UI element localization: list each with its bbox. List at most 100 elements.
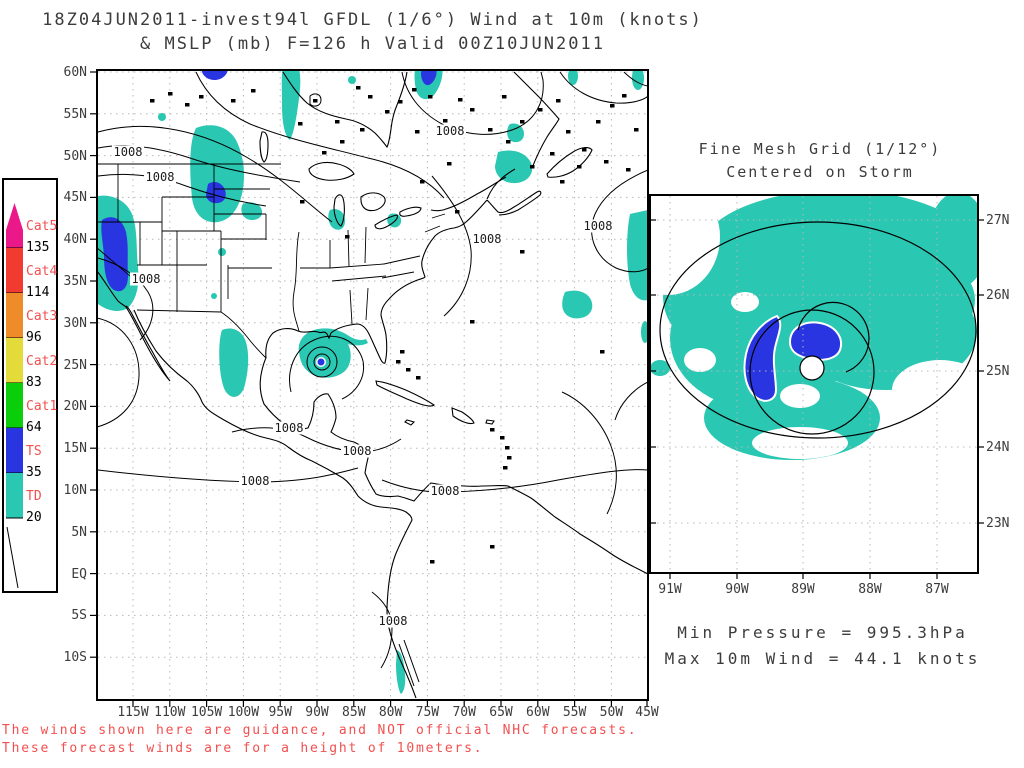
lon-label-50W: 50W — [599, 705, 624, 720]
lon-label-80W: 80W — [378, 705, 403, 720]
isobar-value: 1008 — [473, 232, 502, 246]
map-speckle — [506, 140, 511, 144]
inset-lat-label-24N: 24N — [986, 440, 1010, 455]
map-speckle — [231, 99, 236, 103]
inset-gridlines — [651, 196, 977, 572]
map-speckle — [313, 99, 318, 103]
map-speckle — [550, 152, 555, 156]
lat-label-EQ: EQ — [71, 566, 87, 582]
lake-speckles — [150, 86, 639, 564]
min-pressure-text: Min Pressure = 995.3hPa — [677, 623, 968, 642]
map-speckle — [634, 128, 639, 132]
legend-threshold-114: 114 — [26, 285, 50, 300]
main-map-frame — [96, 69, 649, 701]
lon-label-45W: 45W — [635, 705, 659, 720]
disclaimer-line2: These forecast winds are for a height of… — [2, 741, 484, 756]
map-speckle — [443, 119, 448, 123]
lat-label-55N: 55N — [63, 106, 87, 122]
map-speckle — [458, 98, 463, 102]
inset-lat-label-25N: 25N — [986, 364, 1010, 379]
map-speckle — [470, 108, 475, 112]
map-speckle — [538, 108, 543, 112]
map-speckle — [566, 130, 571, 134]
inset-lon-label-91W: 91W — [658, 582, 682, 597]
map-speckle — [416, 376, 421, 380]
map-speckle — [503, 466, 508, 470]
map-speckle — [199, 95, 204, 99]
legend-category-TS: TS — [26, 444, 42, 459]
map-speckle — [428, 95, 433, 99]
page-title: 18Z04JUN2011-invest94l GFDL (1/6°) Wind … — [0, 8, 745, 56]
map-speckle — [345, 235, 350, 239]
storm-eye — [799, 355, 825, 381]
inset-lon-label-89W: 89W — [791, 582, 815, 597]
inset-lat-label-27N: 27N — [986, 213, 1010, 228]
legend-threshold-64: 64 — [26, 420, 42, 435]
map-speckle — [500, 436, 505, 440]
lon-label-100W: 100W — [227, 705, 260, 720]
legend-category-Cat3: Cat3 — [26, 309, 58, 324]
inset-title-line1: Fine Mesh Grid (1/12°) — [698, 140, 942, 158]
map-speckle — [335, 120, 340, 124]
isobar-value: 1008 — [275, 421, 304, 435]
lon-label-55W: 55W — [562, 705, 587, 720]
map-speckle — [185, 103, 190, 107]
lon-label-65W: 65W — [489, 705, 513, 720]
legend-block-TS — [6, 428, 23, 473]
map-speckle — [470, 320, 475, 324]
lon-label-115W: 115W — [117, 705, 149, 720]
inset-ts-wind-area — [743, 314, 842, 402]
map-speckle — [447, 162, 452, 166]
map-speckle — [490, 545, 495, 549]
inset-lat-label-23N: 23N — [986, 516, 1010, 531]
lat-label-10N: 10N — [63, 483, 87, 498]
lat-label-30N: 30N — [63, 315, 87, 331]
map-speckle — [490, 428, 495, 432]
lon-label-105W: 105W — [190, 705, 223, 720]
lon-label-70W: 70W — [452, 705, 476, 720]
legend-category-Cat5: Cat5 — [26, 219, 58, 234]
legend-block-Cat2 — [6, 338, 23, 383]
legend-category-TD: TD — [26, 489, 42, 504]
ts-wind-areas — [101, 70, 437, 292]
map-speckle — [610, 104, 615, 108]
lat-label-45N: 45N — [63, 190, 87, 206]
map-speckle — [582, 148, 587, 152]
map-speckle — [430, 560, 435, 564]
colorbar-blocks — [6, 203, 23, 589]
title-line1: 18Z04JUN2011-invest94l GFDL (1/6°) Wind … — [42, 10, 703, 30]
legend-block-Cat4 — [6, 248, 23, 293]
lat-label-50N: 50N — [63, 148, 87, 164]
map-speckle — [556, 99, 561, 103]
map-speckle — [251, 89, 256, 93]
inset-lat-label-26N: 26N — [986, 288, 1010, 303]
lat-label-20N: 20N — [63, 399, 87, 415]
map-speckle — [530, 165, 535, 169]
inset-ticks — [650, 219, 984, 579]
map-speckle — [596, 120, 601, 124]
map-speckle — [507, 456, 512, 460]
inset-frame — [649, 194, 979, 574]
lon-label-60W: 60W — [526, 705, 550, 720]
map-speckle — [300, 200, 305, 204]
isobar-labels: 1008 1008 1008 1008 1008 1008 1008 1008 … — [112, 124, 614, 628]
isobar-value: 1008 — [379, 614, 408, 628]
lon-label-110W: 110W — [154, 705, 186, 720]
lon-label-95W: 95W — [268, 705, 292, 720]
inset-lon-label-87W: 87W — [925, 582, 949, 597]
map-speckle — [400, 350, 405, 354]
legend-threshold-83: 83 — [26, 375, 42, 390]
legend-threshold-96: 96 — [26, 330, 42, 345]
map-speckle — [600, 350, 605, 354]
legend-threshold-20: 20 — [26, 510, 42, 525]
lat-label-60N: 60N — [63, 65, 87, 80]
coastlines — [97, 71, 648, 699]
map-speckle — [385, 110, 390, 114]
map-speckle — [340, 140, 345, 144]
isobar-value: 1008 — [132, 272, 161, 286]
lat-label-40N: 40N — [63, 232, 87, 248]
isobar-value: 1008 — [436, 124, 465, 138]
map-speckle — [604, 160, 609, 164]
inset-title-line2: Centered on Storm — [726, 163, 914, 181]
map-speckle — [322, 151, 327, 155]
